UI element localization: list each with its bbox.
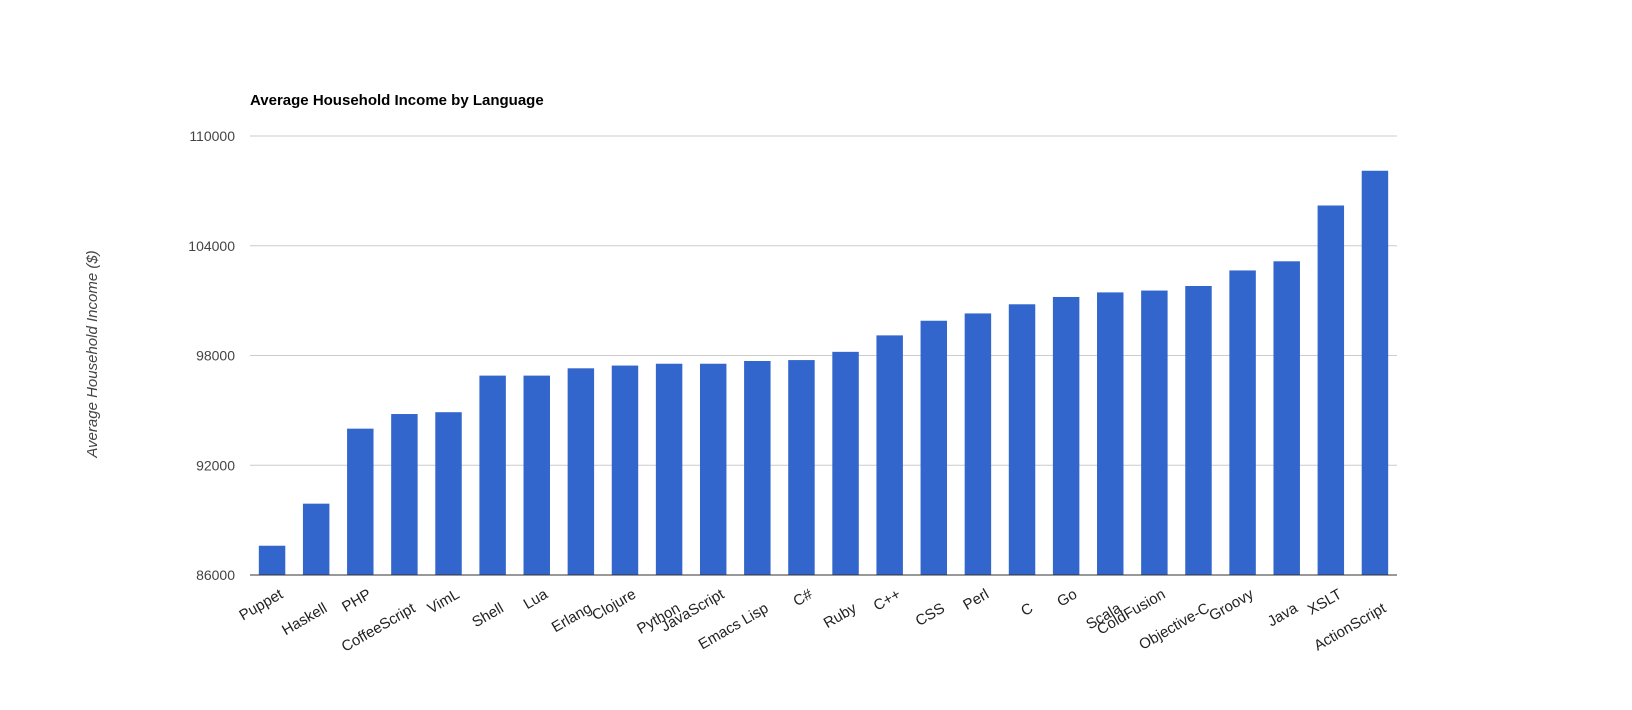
- gridlines: [250, 135, 1397, 466]
- x-tick-label: Perl: [960, 586, 992, 614]
- bar-actionscript: [1361, 170, 1389, 576]
- bar-groovy: [1229, 270, 1256, 575]
- x-tick-label: Clojure: [589, 586, 639, 624]
- bar-puppet: [258, 545, 286, 575]
- bar-xslt: [1317, 205, 1345, 575]
- bars: [258, 170, 1389, 576]
- y-tick-label: 98000: [196, 348, 235, 364]
- bar-coffeescript: [391, 414, 418, 575]
- bar-emacs-lisp: [744, 360, 771, 575]
- x-tick-label: Shell: [469, 600, 506, 631]
- x-tick-label: C++: [871, 586, 904, 615]
- y-axis-label: Average Household Income ($): [84, 250, 101, 458]
- bar-scala: [1097, 292, 1124, 575]
- y-tick-label: 104000: [188, 238, 235, 254]
- x-tick-label: Lua: [521, 585, 552, 613]
- x-tick-label: Haskell: [279, 600, 330, 639]
- bar-php: [347, 428, 374, 575]
- bar-ruby: [832, 351, 859, 575]
- bar-python: [655, 363, 683, 575]
- bar-objective-c: [1185, 285, 1212, 575]
- y-tick-label: 92000: [196, 457, 235, 473]
- x-tick-label: VimL: [425, 586, 463, 618]
- x-tick-label: C: [1018, 600, 1036, 620]
- bar-javascript: [699, 363, 727, 575]
- bar-coldfusion: [1141, 290, 1168, 575]
- x-tick-label: Go: [1054, 586, 1080, 611]
- x-tick-label: Erlang: [549, 600, 595, 636]
- bar-shell: [479, 375, 506, 575]
- chart-title: Average Household Income by Language: [250, 92, 544, 109]
- bar-perl: [964, 313, 992, 575]
- x-tick-label: Groovy: [1206, 585, 1257, 624]
- x-tick-label: Java: [1265, 599, 1302, 630]
- y-axis-ticks: 86000 92000 98000 104000 110000: [188, 128, 235, 583]
- bar-c-: [788, 360, 815, 575]
- bar-c-: [876, 335, 903, 575]
- bar-haskell: [302, 503, 330, 575]
- bar-c: [1008, 304, 1036, 575]
- bar-java: [1273, 261, 1300, 575]
- x-tick-label: PHP: [339, 586, 374, 616]
- x-tick-label: Puppet: [236, 585, 286, 624]
- bar-lua: [523, 375, 550, 575]
- x-tick-label: Ruby: [821, 599, 860, 631]
- y-tick-label: 110000: [189, 128, 235, 144]
- bar-viml: [435, 412, 462, 575]
- bar-go: [1052, 296, 1080, 575]
- bar-css: [920, 320, 948, 575]
- x-tick-label: C#: [790, 585, 816, 610]
- x-tick-label: CSS: [913, 600, 948, 630]
- x-tick-label: XSLT: [1305, 586, 1345, 619]
- y-tick-label: 86000: [196, 567, 235, 583]
- bar-clojure: [611, 365, 639, 575]
- bar-erlang: [567, 368, 595, 575]
